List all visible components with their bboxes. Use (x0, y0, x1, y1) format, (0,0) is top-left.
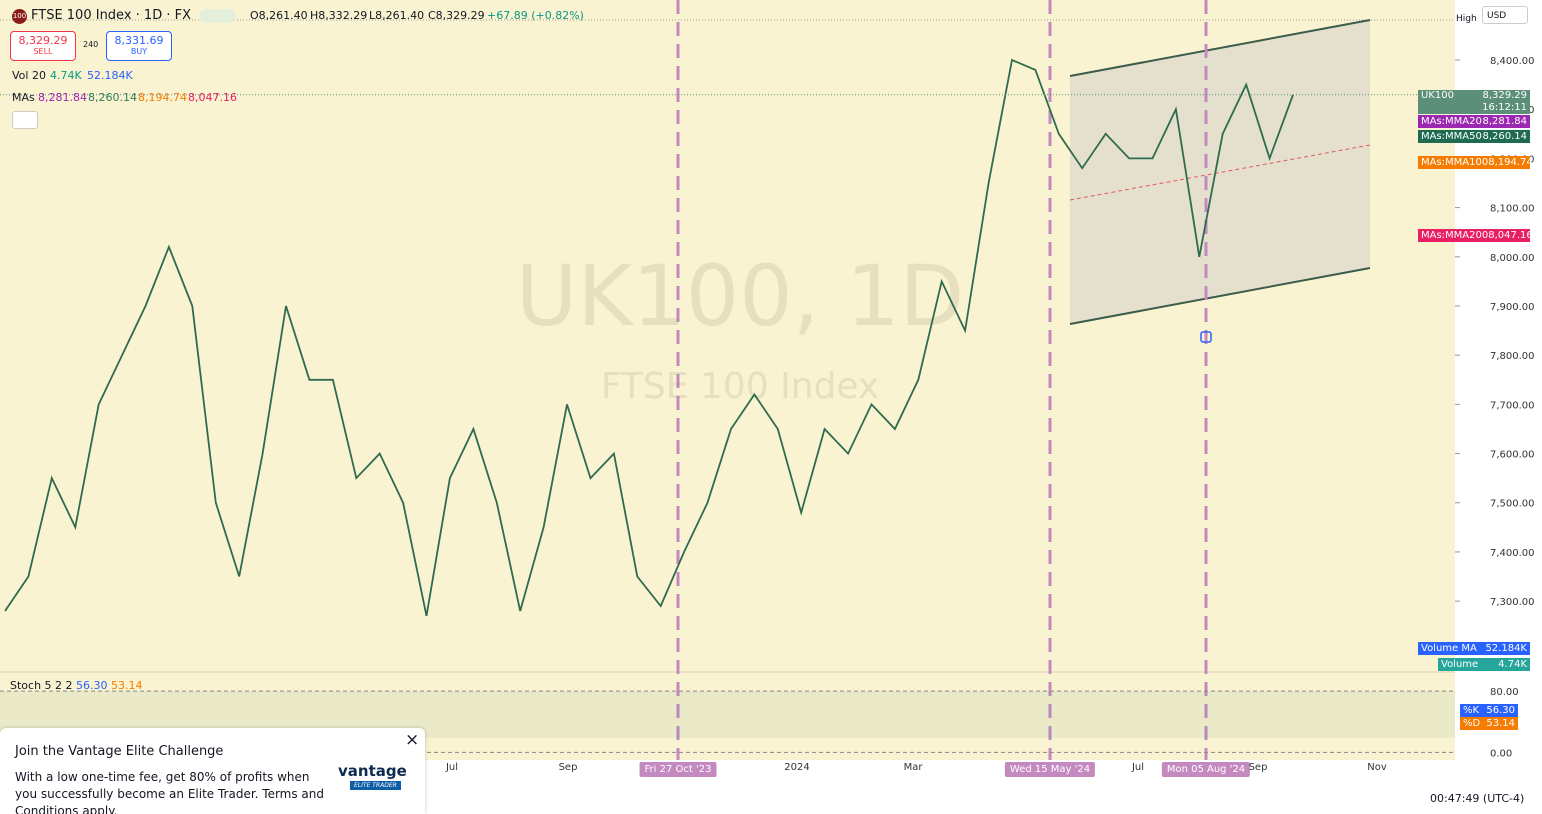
symbol-logo: 100 (12, 9, 27, 24)
tag-symbol: UK100 (1421, 90, 1454, 101)
tag-value: 4.74K (1498, 659, 1527, 670)
popup-title: Join the Vantage Elite Challenge (15, 744, 224, 759)
mas-label: MAs (12, 91, 35, 104)
brand-sub: ELITE TRADER (350, 781, 401, 790)
tag-value: 8,260.14 (1482, 131, 1527, 142)
stoch-tick-label: 0.00 (1490, 748, 1512, 759)
time-label: Nov (1367, 762, 1387, 773)
channel-mid (1069, 144, 1371, 201)
tag-price: 8,329.29 (1482, 90, 1527, 101)
ma-value: 8,194.74 (138, 91, 187, 104)
symbol-title[interactable]: FTSE 100 Index · 1D · FX (31, 8, 191, 23)
volume-tag: Volume 4.74K (1438, 658, 1530, 671)
ma-tag: MAs:MMA50 8,260.14 (1418, 130, 1530, 143)
vol-value: 4.74K (50, 69, 82, 82)
tag-label: Volume (1441, 659, 1479, 670)
channel-top (1069, 19, 1371, 77)
last-price-tag: UK100 8,329.29 16:12:11 (1418, 90, 1530, 114)
tag-label: MAs:MMA20 (1421, 116, 1482, 127)
tag-value: 56.30 (1486, 705, 1515, 716)
channel-bottom (1069, 267, 1371, 325)
ma-tag: MAs:MMA200 8,047.16 (1418, 229, 1533, 242)
ma-value: 8,260.14 (88, 91, 137, 104)
volume-ma-tag: Volume MA 52.184K (1418, 642, 1530, 655)
buy-button[interactable]: 8,331.69 BUY (106, 31, 172, 61)
brand-logo[interactable]: vantage (338, 762, 407, 780)
time-label: Jul (1131, 762, 1145, 773)
tag-value: 8,047.16 (1488, 230, 1533, 241)
clock: 00:47:49 (UTC-4) (1430, 792, 1525, 805)
y-tick-label: 8,400.00 (1490, 56, 1535, 67)
popup-body: With a low one-time fee, get 80% of prof… (15, 770, 325, 814)
ma-value: 8,281.84 (38, 91, 87, 104)
tag-countdown: 16:12:11 (1482, 102, 1527, 113)
time-label: Sep (558, 762, 578, 773)
stoch-d-tag: %D 53.14 (1460, 717, 1518, 730)
vol-label: Vol 20 (12, 69, 46, 82)
time-label: Jul (445, 762, 459, 773)
watermark-name: FTSE 100 Index (601, 366, 879, 407)
channel (1070, 20, 1370, 324)
tag-label: MAs:MMA200 (1421, 230, 1489, 241)
y-tick-label: 7,800.00 (1490, 351, 1535, 362)
ohlc-low: L8,261.40 (369, 9, 425, 22)
y-tick-label: 8,000.00 (1490, 253, 1535, 264)
ohlc-close: C8,329.29 (428, 9, 485, 22)
ma-tag: MAs:MMA20 8,281.84 (1418, 115, 1530, 128)
anchor-handle[interactable] (1200, 331, 1212, 343)
currency-select[interactable]: USD (1482, 6, 1528, 24)
ohlc-open: O8,261.40 (250, 9, 308, 22)
watermark-symbol: UK100, 1D (516, 247, 964, 345)
y-tick-label: 7,400.00 (1490, 548, 1535, 559)
ohlc-high: H8,332.29 (310, 9, 368, 22)
tag-label: MAs:MMA100 (1421, 157, 1489, 168)
ma-tag: MAs:MMA100 8,194.74 (1418, 156, 1533, 169)
promo-popup: Join the Vantage Elite Challenge With a … (0, 728, 425, 814)
y-tick-label: 7,500.00 (1490, 499, 1535, 510)
tag-value: 8,194.74 (1488, 157, 1533, 168)
y-tick-label: 7,700.00 (1490, 400, 1535, 411)
spread: 240 (83, 40, 99, 49)
stoch-d: 53.14 (111, 679, 143, 692)
time-label-highlight: Fri 27 Oct '23 (639, 762, 717, 777)
time-label-highlight: Wed 15 May '24 (1004, 762, 1096, 777)
buy-price: 8,331.69 (114, 34, 164, 47)
sell-price: 8,329.29 (18, 34, 68, 47)
y-tick-label: 7,300.00 (1490, 597, 1535, 608)
vol-ma: 52.184K (87, 69, 133, 82)
time-label-highlight: Mon 05 Aug '24 (1161, 762, 1251, 777)
time-label: Sep (1248, 762, 1268, 773)
popup-close[interactable]: × (405, 730, 420, 750)
tag-value: 53.14 (1486, 718, 1515, 729)
ma-value: 8,047.16 (188, 91, 237, 104)
tag-label: Volume MA (1421, 643, 1477, 654)
stoch-k: 56.30 (76, 679, 108, 692)
collapse-button[interactable] (12, 111, 38, 129)
y-tick-label: 7,900.00 (1490, 302, 1535, 313)
ohlc-change: +67.89 (+0.82%) (487, 9, 584, 22)
sell-button[interactable]: 8,329.29 SELL (10, 31, 76, 61)
stoch-label: Stoch 5 2 2 (10, 679, 73, 692)
stoch-tick-label: 80.00 (1490, 687, 1519, 698)
time-label: 2024 (784, 762, 810, 773)
stoch-k-tag: %K 56.30 (1460, 704, 1518, 717)
market-status[interactable] (200, 9, 236, 23)
tag-label: %K (1463, 705, 1480, 716)
tag-label: MAs:MMA50 (1421, 131, 1482, 142)
time-label: Mar (903, 762, 923, 773)
y-tick-label: 7,600.00 (1490, 450, 1535, 461)
sell-label: SELL (33, 47, 53, 56)
high-label: High (1456, 14, 1477, 24)
tag-value: 52.184K (1485, 643, 1527, 654)
price-line (4, 58, 1294, 617)
buy-label: BUY (130, 47, 148, 56)
y-tick-label: 8,100.00 (1490, 204, 1535, 215)
tag-label: %D (1463, 718, 1481, 729)
tag-value: 8,281.84 (1482, 116, 1527, 127)
